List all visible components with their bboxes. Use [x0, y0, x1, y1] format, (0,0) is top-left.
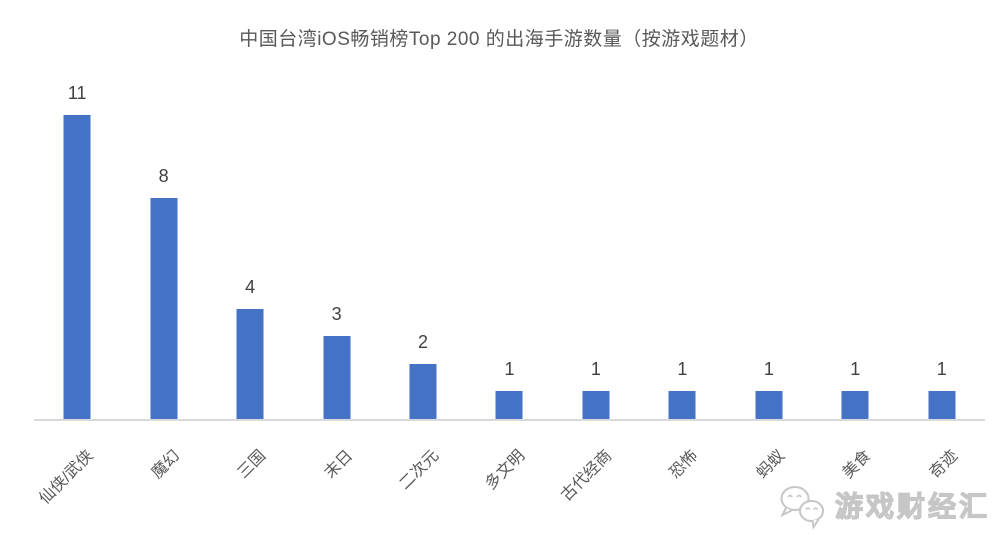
- bar-slot: 11: [34, 0, 120, 419]
- category-label: 三国: [234, 447, 270, 482]
- bar-slot: 1: [639, 0, 725, 419]
- bar-slot: 1: [553, 0, 639, 419]
- bar: [928, 391, 956, 419]
- bar-value-label: 1: [677, 359, 688, 379]
- bar-value-label: 8: [158, 166, 169, 186]
- bar: [841, 391, 869, 419]
- chart-title: 中国台湾iOS畅销榜Top 200 的出海手游数量（按游戏题材）: [239, 29, 759, 50]
- category-label: 魔幻: [148, 447, 184, 482]
- bar: [755, 391, 783, 419]
- bars-row: 11 8 4 3 2 1 1 1 1 1 1: [34, 0, 985, 419]
- watermark-text: 游戏财经汇: [834, 491, 990, 522]
- bar-slot: 2: [380, 0, 466, 419]
- category-label: 蚂蚁: [753, 447, 789, 482]
- watermark: 游戏财经汇: [779, 484, 990, 530]
- bar-value-label: 4: [245, 277, 256, 297]
- bar: [63, 115, 91, 419]
- bar: [236, 309, 264, 419]
- bar-slot: 1: [466, 0, 552, 419]
- bar-value-label: 1: [936, 359, 947, 379]
- bar-value-label: 2: [418, 332, 429, 352]
- plot-area: 11 8 4 3 2 1 1 1 1 1 1: [34, 0, 985, 419]
- category-label: 二次元: [396, 447, 443, 494]
- category-label: 恐怖: [667, 447, 702, 482]
- category-label: 仙侠/武侠: [36, 447, 97, 508]
- bar-value-label: 1: [763, 359, 774, 379]
- category-label: 古代经商: [557, 447, 616, 505]
- wechat-icon: [780, 486, 824, 530]
- bar-slot: 1: [726, 0, 812, 419]
- bar: [582, 391, 610, 419]
- bar-slot: 1: [899, 0, 985, 419]
- bar-value-label: 1: [590, 359, 601, 379]
- category-label: 多文明: [482, 447, 529, 494]
- bar-value-label: 1: [504, 359, 515, 379]
- bar-slot: 3: [293, 0, 379, 419]
- bar-slot: 1: [812, 0, 898, 419]
- bar-slot: 8: [120, 0, 206, 419]
- bar: [323, 336, 351, 419]
- bar: [409, 364, 437, 419]
- bar-value-label: 11: [67, 83, 87, 103]
- bar-value-label: 1: [850, 359, 861, 379]
- bar-slot: 4: [207, 0, 293, 419]
- bar-value-label: 3: [331, 304, 342, 324]
- category-label: 末日: [321, 447, 356, 482]
- x-axis-line: [34, 419, 985, 421]
- bar: [668, 391, 696, 419]
- bar: [495, 391, 523, 419]
- bar: [150, 198, 178, 419]
- category-label: 奇迹: [926, 447, 962, 482]
- category-label: 美食: [839, 447, 875, 482]
